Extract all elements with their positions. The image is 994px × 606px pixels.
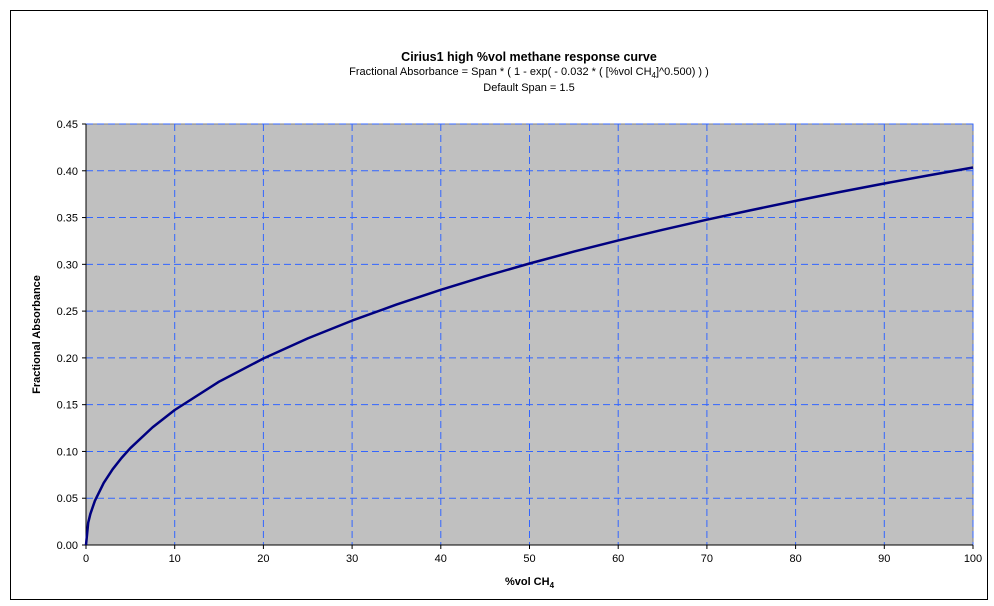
y-tick-label: 0.10 <box>57 446 78 458</box>
x-tick-label: 60 <box>612 553 624 565</box>
x-tick-label: 0 <box>83 553 89 565</box>
grid-layer <box>86 123 974 545</box>
x-axis-label-subscript: 4 <box>550 581 555 590</box>
chart-subtitle: Fractional Absorbance = Span * ( 1 - exp… <box>0 66 994 80</box>
x-tick-label: 80 <box>789 553 801 565</box>
series-layer <box>84 166 974 546</box>
x-tick-label: 90 <box>878 553 890 565</box>
subtitle-suffix: ]^0.500) ) ) <box>655 66 709 78</box>
y-tick-label: 0.05 <box>57 493 78 505</box>
axis-layer <box>82 123 974 549</box>
title-block: Cirius1 high %vol methane response curve… <box>0 50 994 94</box>
x-axis-label-text: %vol CH <box>505 576 550 588</box>
subtitle-subscript: 4 <box>651 71 656 81</box>
y-tick-label: 0.35 <box>57 213 78 225</box>
chart-subtitle-2: Default Span = 1.5 <box>483 82 575 95</box>
y-tick-label: 0.45 <box>57 119 78 131</box>
x-tick-label: 70 <box>701 553 713 565</box>
x-tick-label: 30 <box>346 553 358 565</box>
y-tick-label: 0.00 <box>57 540 78 552</box>
x-tick-label: 40 <box>435 553 447 565</box>
y-tick-label: 0.25 <box>57 306 78 318</box>
x-tick-label: 50 <box>523 553 535 565</box>
tick-label-layer: 0 10 20 30 40 50 60 70 80 90 100 0.00 0.05 0.10 0.15 0.… <box>57 119 983 565</box>
y-tick-label: 0.20 <box>57 353 78 365</box>
y-axis-label: Fractional Absorbance <box>31 275 43 394</box>
x-tick-label: 20 <box>257 553 269 565</box>
x-axis-label: %vol CH4 <box>505 576 555 590</box>
x-tick-label: 10 <box>169 553 181 565</box>
series-line <box>84 166 974 546</box>
y-tick-label: 0.30 <box>57 259 78 271</box>
chart-title: Cirius1 high %vol methane response curve <box>401 50 657 64</box>
subtitle-prefix: Fractional Absorbance = Span * ( 1 - exp… <box>349 66 652 78</box>
y-tick-label: 0.40 <box>57 166 78 178</box>
x-tick-label: 100 <box>964 553 982 565</box>
y-tick-label: 0.15 <box>57 400 78 412</box>
